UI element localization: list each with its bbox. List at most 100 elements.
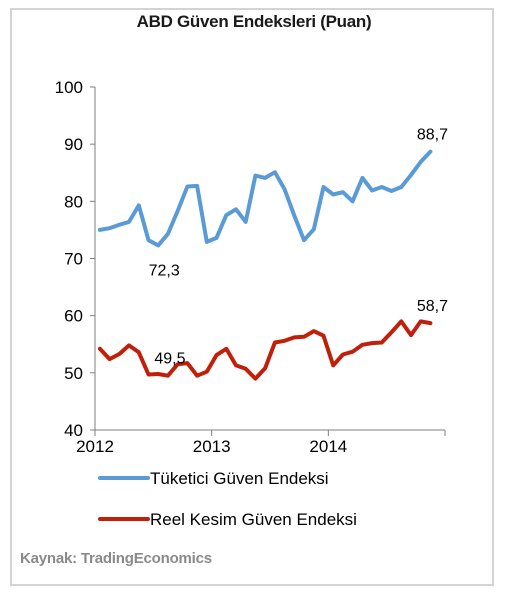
data-point bbox=[263, 366, 267, 370]
data-point bbox=[117, 352, 121, 356]
legend-label: Reel Kesim Güven Endeksi bbox=[150, 510, 357, 529]
data-labels: 72,3 88,7 49,5 58,7 bbox=[149, 127, 448, 368]
source-note: Kaynak: TradingEconomics bbox=[20, 550, 212, 567]
y-tick-label: 70 bbox=[64, 250, 83, 269]
series-points bbox=[98, 150, 432, 381]
y-tick-label: 80 bbox=[64, 192, 83, 211]
data-point bbox=[390, 189, 394, 193]
data-label: 49,5 bbox=[154, 351, 185, 368]
data-point bbox=[419, 319, 423, 323]
data-point bbox=[137, 203, 141, 207]
x-tick-label: 2013 bbox=[193, 437, 231, 456]
data-point bbox=[108, 226, 112, 230]
y-tick-label: 60 bbox=[64, 307, 83, 326]
data-point bbox=[108, 357, 112, 361]
data-point bbox=[321, 334, 325, 338]
data-point bbox=[292, 335, 296, 339]
data-point bbox=[390, 330, 394, 334]
data-point bbox=[273, 170, 277, 174]
data-point bbox=[312, 227, 316, 231]
data-point bbox=[312, 329, 316, 333]
data-point bbox=[176, 362, 180, 366]
data-point bbox=[360, 176, 364, 180]
data-point bbox=[283, 187, 287, 191]
chart-title: ABD Güven Endeksleri (Puan) bbox=[136, 12, 372, 31]
data-point bbox=[370, 188, 374, 192]
data-point bbox=[98, 347, 102, 351]
data-point bbox=[351, 350, 355, 354]
data-point bbox=[156, 243, 160, 247]
data-point bbox=[360, 343, 364, 347]
data-point bbox=[166, 374, 170, 378]
legend: Tüketici Güven Endeksi Reel Kesim Güven E… bbox=[98, 469, 357, 529]
data-point bbox=[127, 220, 131, 224]
data-point bbox=[146, 238, 150, 242]
data-point bbox=[253, 377, 257, 381]
data-point bbox=[321, 185, 325, 189]
data-point bbox=[380, 341, 384, 345]
data-point bbox=[185, 184, 189, 188]
data-point bbox=[331, 192, 335, 196]
data-point bbox=[215, 353, 219, 357]
data-point bbox=[302, 238, 306, 242]
data-point bbox=[146, 373, 150, 377]
data-point bbox=[234, 363, 238, 367]
data-point bbox=[195, 184, 199, 188]
y-tick-label: 40 bbox=[64, 421, 83, 440]
data-point bbox=[185, 361, 189, 365]
data-point bbox=[331, 363, 335, 367]
data-point bbox=[127, 343, 131, 347]
data-point bbox=[176, 209, 180, 213]
data-point bbox=[409, 173, 413, 177]
data-point bbox=[409, 333, 413, 337]
data-point bbox=[205, 240, 209, 244]
data-point bbox=[253, 174, 257, 178]
data-point bbox=[292, 214, 296, 218]
data-point bbox=[244, 367, 248, 371]
data-point bbox=[380, 185, 384, 189]
y-tick-labels: 40 50 60 70 80 90 100 bbox=[55, 78, 83, 440]
x-tick-label: 2014 bbox=[309, 437, 347, 456]
data-point bbox=[351, 199, 355, 203]
x-tick-labels: 2012 2013 2014 bbox=[76, 437, 347, 456]
data-point bbox=[341, 190, 345, 194]
data-point bbox=[302, 335, 306, 339]
data-point bbox=[428, 321, 432, 325]
y-tick-label: 90 bbox=[64, 135, 83, 154]
y-tick-label: 50 bbox=[64, 364, 83, 383]
data-point bbox=[137, 350, 141, 354]
y-tick-label: 100 bbox=[55, 78, 83, 97]
data-point bbox=[244, 220, 248, 224]
series-line-1 bbox=[97, 149, 433, 248]
data-point bbox=[195, 374, 199, 378]
data-point bbox=[224, 347, 228, 351]
data-label: 72,3 bbox=[149, 262, 180, 279]
chart-frame bbox=[10, 8, 494, 586]
data-point bbox=[156, 372, 160, 376]
data-point bbox=[234, 207, 238, 211]
legend-item-2: Reel Kesim Güven Endeksi bbox=[98, 510, 357, 529]
data-point bbox=[205, 370, 209, 374]
data-point bbox=[428, 150, 432, 154]
legend-label: Tüketici Güven Endeksi bbox=[150, 469, 329, 488]
data-point bbox=[399, 185, 403, 189]
data-point bbox=[98, 228, 102, 232]
chart-axes bbox=[90, 86, 446, 436]
data-point bbox=[166, 232, 170, 236]
data-point bbox=[341, 353, 345, 357]
data-point bbox=[283, 339, 287, 343]
data-point bbox=[399, 319, 403, 323]
data-point bbox=[224, 213, 228, 217]
data-point bbox=[419, 160, 423, 164]
data-label: 58,7 bbox=[417, 298, 448, 315]
data-point bbox=[263, 176, 267, 180]
data-point bbox=[215, 236, 219, 240]
data-point bbox=[370, 341, 374, 345]
data-point bbox=[273, 341, 277, 345]
legend-item-1: Tüketici Güven Endeksi bbox=[98, 469, 329, 488]
series-line-2 bbox=[97, 319, 433, 381]
data-point bbox=[117, 223, 121, 227]
data-label: 88,7 bbox=[417, 127, 448, 144]
x-tick-label: 2012 bbox=[76, 437, 114, 456]
